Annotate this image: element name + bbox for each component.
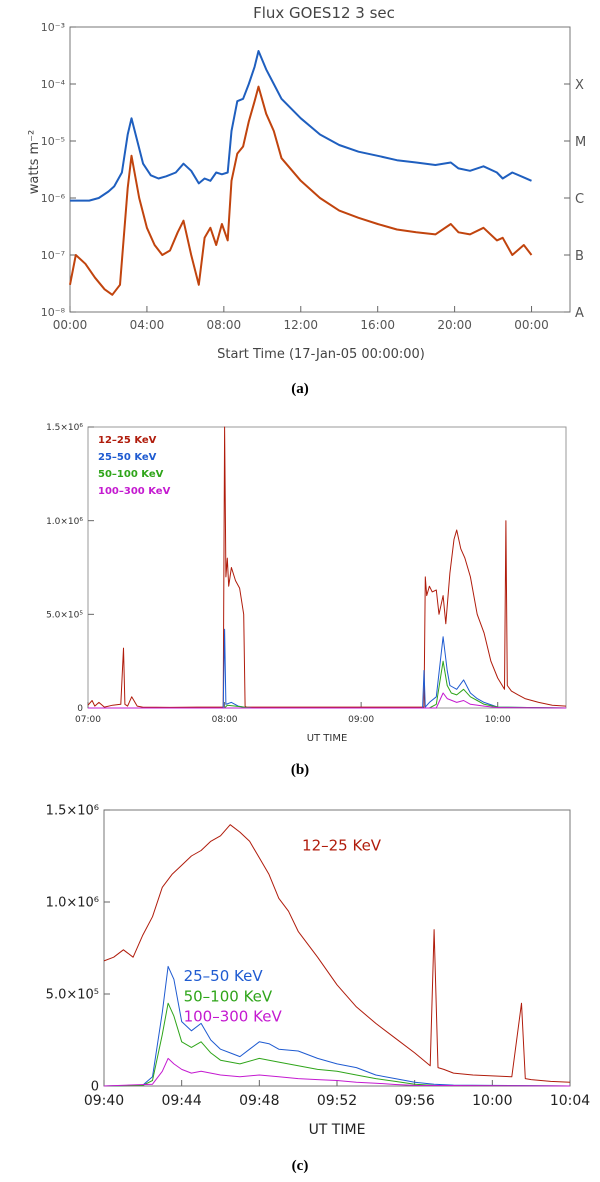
x-tick-label: 04:00 bbox=[130, 318, 165, 332]
x-axis-label: UT TIME bbox=[309, 1122, 366, 1138]
series-line-50-100-kev bbox=[103, 1002, 571, 1087]
legend: 12–25 KeV 25–50 KeV 50–100 KeV 100–300 KeV bbox=[98, 435, 171, 497]
goes-class-label: B bbox=[575, 249, 584, 264]
y-tick-label: 10⁻⁸ bbox=[41, 306, 66, 319]
series-line-25-50-kev bbox=[88, 628, 567, 709]
series-group bbox=[87, 426, 567, 709]
series-line-100-300-kev bbox=[103, 1057, 571, 1087]
y-tick-label: 1.0×10⁶ bbox=[46, 896, 99, 911]
y-tick-label: 5.0×10⁵ bbox=[46, 610, 83, 620]
x-tick-label: 10:04 bbox=[550, 1093, 590, 1109]
x-tick-label: 20:00 bbox=[437, 318, 472, 332]
series-line-goes-1-8- bbox=[70, 50, 532, 202]
x-tick-label: 09:52 bbox=[317, 1093, 357, 1109]
series-annotation: 12–25 KeV bbox=[302, 836, 382, 854]
x-tick-label: 09:48 bbox=[239, 1093, 279, 1109]
legend-entry: 25–50 KeV bbox=[98, 452, 157, 463]
x-axis-label: Start Time (17-Jan-05 00:00:00) bbox=[217, 347, 425, 362]
x-axis: 07:00 08:00 09:00 10:00 bbox=[75, 702, 511, 725]
y-axis: 0 5.0×10⁵ 1.0×10⁶ 1.5×10⁶ bbox=[46, 804, 110, 1095]
legend-entry: 100–300 KeV bbox=[98, 486, 171, 497]
goes-class-label: X bbox=[575, 78, 584, 93]
goes-flux-chart: Flux GOES12 3 sec watts m⁻² Start Time (… bbox=[27, 4, 586, 362]
goes-class-axis: A B C M X bbox=[564, 78, 586, 321]
goes-class-label: C bbox=[575, 192, 584, 207]
y-tick-label: 10⁻³ bbox=[41, 21, 65, 34]
x-tick-label: 09:56 bbox=[394, 1093, 434, 1109]
chart-title: Flux GOES12 3 sec bbox=[253, 4, 395, 22]
legend-entry: 50–100 KeV bbox=[98, 469, 164, 480]
x-tick-label: 09:00 bbox=[348, 715, 374, 725]
x-tick-label: 08:00 bbox=[212, 715, 238, 725]
y-tick-label: 10⁻⁴ bbox=[41, 78, 66, 91]
legend-entry: 12–25 KeV bbox=[98, 435, 157, 446]
series-line-goes-0-5-4- bbox=[69, 85, 533, 296]
series-line-12-25-kev bbox=[87, 426, 567, 708]
annotations: 12–25 KeV 25–50 KeV 50–100 KeV 100–300 KeV bbox=[184, 836, 382, 1025]
series-group bbox=[69, 50, 533, 296]
x-tick-label: 00:00 bbox=[514, 318, 549, 332]
goes-class-label: M bbox=[575, 135, 586, 150]
series-annotation: 50–100 KeV bbox=[184, 987, 273, 1005]
series-group bbox=[103, 824, 571, 1087]
y-axis: 10⁻⁸ 10⁻⁷ 10⁻⁶ 10⁻⁵ 10⁻⁴ 10⁻³ bbox=[41, 21, 76, 319]
x-tick-label: 08:00 bbox=[207, 318, 242, 332]
x-tick-label: 16:00 bbox=[360, 318, 395, 332]
series-annotation: 100–300 KeV bbox=[184, 1008, 283, 1026]
series-annotation: 25–50 KeV bbox=[184, 967, 264, 985]
hard-xray-overview-chart: UT TIME 0 5.0×10⁵ 1.0×10⁶ 1.5×10⁶ 07:00 08:0… bbox=[46, 423, 567, 744]
x-axis-label: UT TIME bbox=[307, 733, 348, 744]
x-tick-label: 10:00 bbox=[472, 1093, 512, 1109]
x-tick-label: 09:40 bbox=[84, 1093, 124, 1109]
y-tick-label: 10⁻⁵ bbox=[41, 135, 65, 148]
series-line-100-300-kev bbox=[88, 692, 567, 709]
x-tick-label: 12:00 bbox=[283, 318, 318, 332]
y-tick-label: 1.0×10⁶ bbox=[46, 517, 83, 527]
x-tick-label: 09:44 bbox=[161, 1093, 201, 1109]
y-tick-label: 10⁻⁶ bbox=[41, 192, 66, 205]
plot-frame bbox=[69, 26, 571, 313]
x-tick-label: 07:00 bbox=[75, 715, 101, 725]
panel-label-c: (c) bbox=[291, 1158, 309, 1174]
y-tick-label: 0 bbox=[77, 704, 83, 714]
series-line-50-100-kev bbox=[88, 660, 567, 709]
y-tick-label: 10⁻⁷ bbox=[41, 249, 65, 262]
panel-label-a: (a) bbox=[291, 381, 309, 397]
goes-class-label: A bbox=[575, 306, 584, 321]
series-line-25-50-kev bbox=[103, 965, 571, 1087]
x-axis: 00:00 04:00 08:00 12:00 16:00 20:00 00:00 bbox=[53, 306, 549, 332]
y-axis-label: watts m⁻² bbox=[27, 130, 42, 194]
x-tick-label: 00:00 bbox=[53, 318, 88, 332]
series-line-12-25-kev bbox=[103, 824, 571, 1083]
y-tick-label: 5.0×10⁵ bbox=[46, 988, 99, 1003]
panel-label-b: (b) bbox=[290, 762, 310, 778]
y-tick-label: 0 bbox=[91, 1080, 99, 1095]
y-axis: 0 5.0×10⁵ 1.0×10⁶ 1.5×10⁶ bbox=[46, 423, 94, 714]
x-axis: 09:40 09:44 09:48 09:52 09:56 10:00 10:04 bbox=[84, 1080, 590, 1109]
x-tick-label: 10:00 bbox=[485, 715, 511, 725]
y-tick-label: 1.5×10⁶ bbox=[46, 423, 83, 433]
y-tick-label: 1.5×10⁶ bbox=[46, 804, 99, 819]
